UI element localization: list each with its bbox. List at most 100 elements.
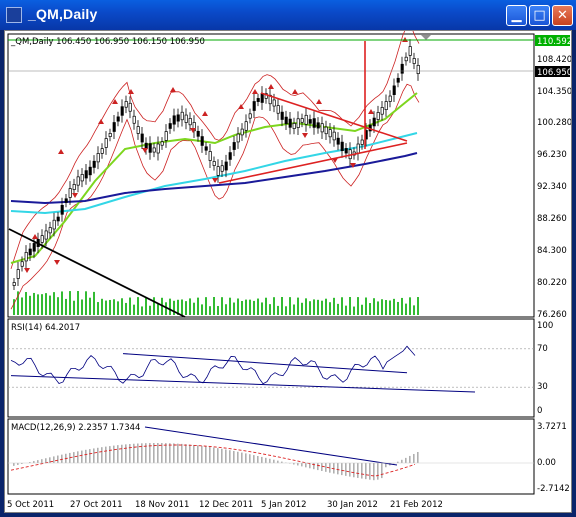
rsi-panel[interactable]: [7, 318, 535, 418]
rsi-tick: 100: [537, 321, 553, 331]
volume-bar: [225, 304, 227, 315]
macd-histogram-bar: [21, 463, 23, 464]
maximize-button[interactable]: □: [529, 5, 550, 26]
volume-bar: [265, 297, 267, 315]
time-tick: 12 Dec 2011: [199, 500, 253, 510]
minimize-button[interactable]: ▁: [506, 5, 527, 26]
candle-body: [356, 143, 360, 154]
trendlines[interactable]: [8, 39, 534, 318]
chart-canvas[interactable]: _QM,Daily 106.450 106.950 106.150 106.95…: [5, 25, 572, 512]
volume-bar: [297, 297, 299, 315]
macd-histogram-bar: [249, 454, 251, 463]
candle-body: [332, 131, 336, 141]
candle-body: [400, 63, 404, 74]
macd-histogram-bar: [73, 452, 75, 463]
volume-bar: [157, 303, 159, 315]
fractal-marker: [268, 84, 274, 89]
candle-body: [156, 143, 160, 154]
macd-histogram-bar: [189, 444, 191, 463]
volume-bar: [385, 300, 387, 315]
volume-bar: [81, 299, 83, 315]
candle-body: [152, 147, 156, 153]
fast-ma-line: [10, 92, 418, 264]
candle-body: [204, 146, 208, 151]
volume-bar: [149, 305, 151, 315]
fractal-marker: [112, 99, 118, 104]
macd-histogram-bar: [265, 457, 267, 463]
candle-body: [56, 216, 60, 222]
macd-histogram-bar: [345, 463, 347, 476]
bollinger-upper: [10, 25, 420, 269]
volume-bar: [65, 298, 67, 315]
title-bar[interactable]: _QM,Daily ▁ □ ✕: [0, 0, 576, 30]
macd-histogram-bar: [45, 458, 47, 463]
candle-body: [28, 248, 32, 256]
macd-histogram-bar: [141, 443, 143, 463]
candle-body: [252, 101, 256, 111]
close-button[interactable]: ✕: [552, 5, 573, 26]
macd-histogram-bar: [101, 447, 103, 463]
macd-histogram-bar: [97, 447, 99, 463]
volume-bar: [361, 304, 363, 315]
time-axis[interactable]: 5 Oct 2011 27 Oct 2011 18 Nov 2011 12 De…: [7, 500, 443, 510]
minimize-icon: ▁: [511, 8, 522, 23]
candle-body: [224, 161, 228, 171]
candle-body: [12, 282, 16, 286]
candle-body: [76, 176, 80, 186]
volume-bar: [145, 297, 147, 315]
macd-histogram-bar: [269, 458, 271, 463]
price-panel[interactable]: [7, 33, 535, 318]
price-axis[interactable]: 108.420 104.350 100.280 96.230 92.340 88…: [537, 55, 572, 320]
macd-histogram-bar: [145, 443, 147, 463]
macd-histogram-bar: [161, 443, 163, 463]
candle-body: [340, 141, 344, 152]
volume-bar: [185, 301, 187, 315]
macd-axis[interactable]: 3.7271 0.00 -2.7142: [537, 422, 570, 494]
macd-panel[interactable]: [7, 418, 535, 495]
candle-body: [176, 114, 180, 122]
volume-bar: [129, 297, 131, 315]
volume-bar: [417, 297, 419, 315]
volume-bar: [413, 305, 415, 315]
candle-body: [216, 166, 220, 176]
macd-histogram-bar: [165, 443, 167, 463]
candle-body: [84, 170, 88, 179]
fractal-marker: [24, 268, 30, 273]
macd-histogram-bar: [61, 454, 63, 463]
fractal-marker: [368, 109, 374, 114]
fractal-marker: [350, 163, 356, 168]
candle-body: [392, 85, 396, 95]
macd-histogram-bar: [353, 463, 355, 478]
volume-bar: [337, 303, 339, 315]
macd-histogram-bar: [273, 459, 275, 463]
candle-body: [244, 121, 248, 131]
time-tick: 21 Feb 2012: [390, 500, 443, 510]
chart-shift-marker[interactable]: [421, 35, 431, 40]
macd-histogram-bar: [393, 463, 395, 464]
candle-body: [72, 184, 76, 190]
macd-histogram-bar: [153, 443, 155, 463]
rsi-axis[interactable]: 100 70 30 0: [537, 321, 553, 416]
macd-histogram-bar: [309, 463, 311, 469]
volume-bar: [21, 297, 23, 315]
candle-body: [284, 116, 288, 125]
macd-histogram-bar: [13, 463, 15, 466]
window-title: _QM,Daily: [28, 6, 98, 22]
volume-bar: [261, 302, 263, 315]
volume-bar: [85, 291, 87, 315]
volume-bar: [409, 297, 411, 315]
macd-histogram-bar: [221, 448, 223, 463]
macd-histogram-bar: [109, 446, 111, 463]
volume-bar: [17, 291, 19, 315]
chart-area[interactable]: _QM,Daily 106.450 106.950 106.150 106.95…: [4, 25, 572, 513]
macd-histogram-bar: [149, 443, 151, 463]
macd-histogram-bar: [197, 445, 199, 463]
fractal-marker: [302, 133, 308, 138]
volume-bar: [205, 297, 207, 315]
chart-window-icon[interactable]: [6, 7, 22, 23]
volume-bar: [53, 292, 55, 315]
candle-body: [116, 116, 120, 122]
macd-histogram-bar: [133, 443, 135, 463]
macd-histogram-bar: [321, 463, 323, 471]
macd-histogram-bar: [229, 450, 231, 463]
